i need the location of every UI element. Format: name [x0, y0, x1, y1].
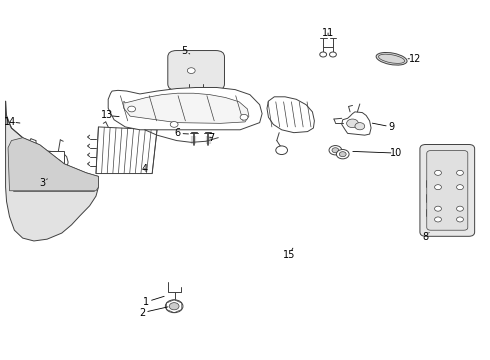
Circle shape [170, 122, 178, 127]
Circle shape [187, 68, 195, 73]
Text: 4: 4 [142, 163, 148, 174]
FancyBboxPatch shape [38, 154, 42, 176]
FancyBboxPatch shape [58, 154, 62, 176]
Polygon shape [108, 87, 262, 130]
Circle shape [240, 114, 248, 120]
Polygon shape [96, 127, 157, 174]
Text: 12: 12 [409, 54, 421, 64]
Circle shape [339, 152, 346, 157]
Circle shape [346, 119, 358, 128]
Circle shape [169, 303, 179, 310]
Circle shape [457, 206, 464, 211]
Polygon shape [8, 138, 98, 191]
Circle shape [435, 206, 441, 211]
Polygon shape [27, 147, 68, 182]
Circle shape [320, 52, 327, 57]
Polygon shape [342, 112, 371, 135]
Circle shape [435, 217, 441, 222]
Circle shape [49, 162, 59, 169]
Text: 14: 14 [4, 117, 17, 127]
FancyBboxPatch shape [427, 150, 468, 230]
Text: 13: 13 [101, 111, 113, 121]
Circle shape [329, 145, 342, 155]
Ellipse shape [376, 53, 407, 65]
Text: 2: 2 [139, 308, 146, 318]
Circle shape [330, 52, 336, 57]
Circle shape [165, 300, 183, 313]
Circle shape [435, 170, 441, 175]
Polygon shape [267, 97, 315, 133]
Text: 6: 6 [174, 129, 181, 138]
Circle shape [457, 217, 464, 222]
Circle shape [457, 185, 464, 190]
Text: 3: 3 [39, 178, 45, 188]
Text: 1: 1 [143, 297, 149, 307]
FancyBboxPatch shape [43, 154, 47, 176]
Circle shape [435, 185, 441, 190]
Circle shape [276, 146, 288, 154]
Polygon shape [124, 93, 249, 123]
Text: 11: 11 [322, 28, 334, 38]
Text: 7: 7 [209, 133, 215, 143]
FancyBboxPatch shape [420, 144, 475, 236]
Text: 5: 5 [181, 46, 187, 56]
FancyBboxPatch shape [168, 50, 224, 90]
FancyBboxPatch shape [48, 154, 52, 176]
Text: 9: 9 [389, 122, 394, 132]
Text: 15: 15 [283, 250, 295, 260]
Text: 10: 10 [391, 148, 403, 158]
Circle shape [457, 170, 464, 175]
Circle shape [128, 106, 136, 112]
FancyBboxPatch shape [53, 154, 57, 176]
Circle shape [46, 159, 63, 172]
Polygon shape [35, 151, 64, 178]
Circle shape [355, 123, 365, 130]
Text: 8: 8 [423, 232, 429, 242]
Circle shape [332, 148, 339, 153]
Circle shape [336, 149, 349, 159]
Circle shape [25, 159, 35, 166]
Polygon shape [5, 101, 98, 241]
